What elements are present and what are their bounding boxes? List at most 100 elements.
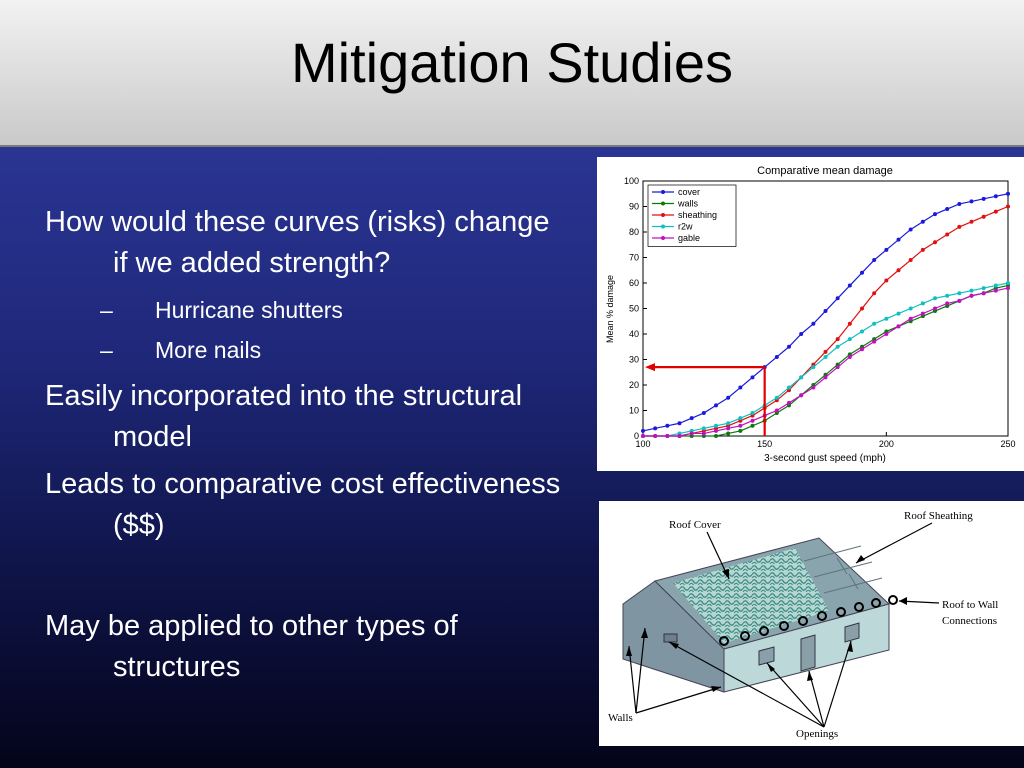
- series-gable-point: [738, 423, 743, 428]
- series-cover-point: [823, 309, 828, 314]
- dash-marker: –: [100, 297, 113, 323]
- window-opening: [844, 622, 860, 643]
- series-walls-line: [643, 284, 1009, 437]
- door-opening: [800, 634, 816, 672]
- series-cover-point: [1006, 191, 1010, 196]
- sub-bullet-2: – More nails: [45, 330, 565, 370]
- series-gable-point: [981, 291, 986, 296]
- series-cover-point: [665, 423, 670, 428]
- series-r2w-point: [933, 296, 937, 301]
- series-cover-point: [847, 283, 852, 288]
- series-r2w-point: [872, 321, 877, 326]
- series-sheathing-point: [823, 349, 828, 354]
- series-r2w-point: [787, 385, 791, 390]
- series-gable-point: [969, 293, 974, 298]
- x-axis-label: 3-second gust speed (mph): [764, 453, 886, 464]
- series-r2w-point: [981, 286, 986, 291]
- series-cover-point: [641, 428, 645, 433]
- y-tick-label: 50: [629, 304, 639, 314]
- x-tick-label: 200: [879, 439, 894, 449]
- series-sheathing-point: [1006, 204, 1010, 209]
- series-sheathing-point: [969, 219, 974, 224]
- bullet-list: How would these curves (risks) change if…: [45, 202, 565, 694]
- legend-swatch-marker: [661, 190, 665, 194]
- series-gable-point: [945, 301, 950, 306]
- series-r2w-point: [714, 423, 718, 428]
- sub-bullet-text: Hurricane shutters: [155, 297, 343, 323]
- series-r2w-point: [896, 311, 901, 316]
- series-gable-point: [701, 431, 706, 436]
- series-gable-point: [750, 418, 755, 423]
- window-opening: [758, 646, 775, 666]
- series-gable-point: [774, 408, 779, 413]
- series-cover-point: [860, 270, 864, 275]
- series-cover-point: [653, 426, 658, 431]
- series-cover-point: [689, 416, 694, 421]
- y-tick-label: 10: [629, 406, 639, 416]
- y-tick-label: 40: [629, 329, 639, 339]
- bullet-3: Leads to comparative cost effectiveness …: [45, 468, 561, 541]
- series-cover-point: [981, 196, 986, 201]
- series-gable-point: [993, 288, 998, 293]
- legend-label: walls: [677, 199, 699, 209]
- chart-series: [641, 191, 1010, 438]
- legend-swatch-marker: [661, 213, 665, 217]
- series-cover-point: [969, 199, 974, 204]
- series-gable-point: [653, 434, 658, 438]
- series-sheathing-point: [908, 258, 913, 263]
- series-cover-point: [811, 321, 816, 326]
- chart-axes: 0 10 20 30 40 50 60 70 80 90 100 100 150 200 250: [624, 176, 1016, 449]
- damage-chart: Comparative mean damage 3-second gust sp…: [605, 165, 1016, 464]
- series-gable-point: [811, 385, 816, 390]
- series-r2w-point: [860, 329, 864, 334]
- legend-label: r2w: [678, 222, 693, 232]
- series-sheathing-point: [896, 268, 901, 273]
- slide-title: Mitigation Studies: [290, 31, 733, 94]
- legend-label: cover: [678, 187, 700, 197]
- series-cover-point: [993, 194, 998, 199]
- legend-swatch-marker: [661, 201, 665, 206]
- series-cover-point: [774, 354, 779, 359]
- series-cover-point: [908, 227, 913, 232]
- series-sheathing-point: [872, 291, 877, 296]
- series-cover-point: [933, 212, 937, 217]
- series-r2w-point: [774, 395, 779, 400]
- legend-swatch-marker: [661, 224, 665, 229]
- series-walls-point: [714, 434, 718, 438]
- series-gable-point: [920, 311, 925, 316]
- roof-to-wall-connections: [719, 595, 898, 646]
- series-gable-point: [908, 316, 913, 321]
- series-cover-point: [726, 395, 731, 400]
- y-tick-label: 100: [624, 176, 639, 186]
- y-tick-label: 80: [629, 227, 639, 237]
- series-gable-point: [823, 375, 828, 380]
- series-cover-point: [750, 375, 755, 380]
- series-r2w-line: [643, 282, 1009, 437]
- series-r2w-point: [799, 375, 804, 380]
- series-gable-point: [957, 298, 962, 303]
- series-cover-point: [896, 237, 901, 242]
- series-cover-point: [714, 403, 718, 408]
- series-gable-point: [714, 428, 718, 433]
- bullet-4: May be applied to other types of structu…: [45, 610, 458, 683]
- legend-swatch-marker: [661, 236, 665, 240]
- y-tick-label: 60: [629, 278, 639, 288]
- gable-window: [663, 633, 678, 643]
- dash-marker: –: [100, 337, 113, 363]
- house-diagram: Roof Cover Roof Sheathing Roof to Wall C…: [608, 510, 998, 740]
- y-tick-label: 0: [634, 431, 639, 441]
- series-r2w-point: [920, 301, 925, 306]
- series-cover-point: [872, 258, 877, 263]
- series-gable-point: [835, 365, 840, 370]
- roof-cover-shingles: [673, 548, 829, 643]
- series-cover-point: [884, 247, 889, 252]
- series-sheathing-point: [847, 321, 852, 326]
- series-gable-point: [641, 434, 645, 438]
- series-r2w-point: [908, 306, 913, 311]
- series-gable-point: [726, 426, 731, 431]
- series-cover-point: [945, 207, 950, 212]
- series-sheathing-point: [981, 214, 986, 219]
- series-sheathing-point: [957, 224, 962, 229]
- house-diagram-panel: Roof Cover Roof Sheathing Roof to Wall C…: [599, 501, 1024, 746]
